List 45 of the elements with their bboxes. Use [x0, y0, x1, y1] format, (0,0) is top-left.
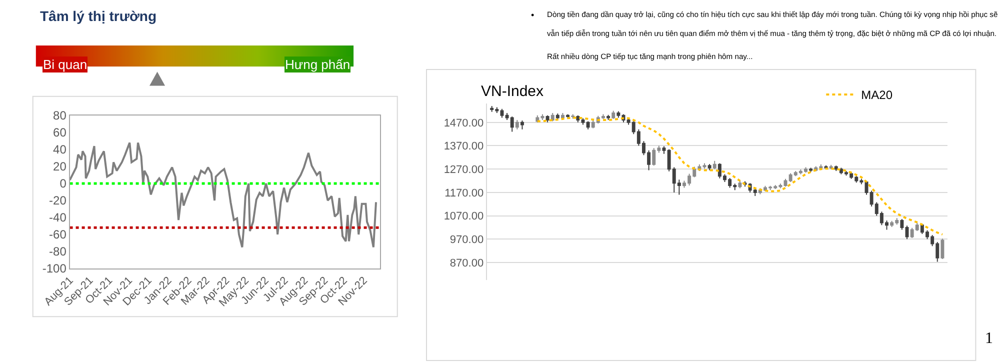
y-tick-label: 1070.00: [444, 210, 484, 223]
candlestick: [606, 114, 610, 121]
candlestick: [940, 238, 944, 260]
text: 1: [985, 330, 993, 347]
y-tick-label: 1370.00: [444, 140, 484, 153]
y-tick-label: -60: [49, 228, 67, 242]
y-tick-label: 80: [53, 108, 67, 123]
legend-label: MA20: [861, 88, 893, 102]
candlestick: [520, 120, 524, 130]
candlestick: [662, 146, 666, 154]
y-tick-label: 970.00: [450, 234, 484, 246]
y-tick-label: 1470.00: [444, 117, 484, 130]
y-tick-label: 40: [53, 142, 67, 157]
y-tick-label: -40: [49, 210, 67, 225]
y-tick-label: 60: [53, 126, 67, 140]
y-tick-label: 1170.00: [444, 187, 484, 200]
candlestick: [738, 180, 742, 189]
chart-title: Tâm lý thị trường: [40, 8, 157, 24]
line-series: [536, 116, 944, 236]
y-tick-label: -20: [49, 194, 67, 208]
candlestick: [702, 162, 706, 170]
line-series: [70, 142, 378, 248]
candlestick: [900, 218, 904, 230]
candlestick: [708, 163, 712, 171]
candlestick: [546, 114, 550, 123]
y-tick-label: -100: [42, 262, 67, 276]
chart-title: VN-Index: [481, 83, 544, 100]
y-tick-label: 20: [53, 160, 67, 174]
text: Hưng phấn: [285, 57, 350, 72]
y-tick-label: -80: [49, 244, 67, 259]
candlestick: [571, 114, 575, 120]
text: Bi quan: [43, 57, 88, 72]
text: •: [531, 10, 534, 20]
candlestick: [515, 120, 519, 130]
candlestick: [560, 112, 564, 120]
candlestick: [612, 110, 616, 120]
y-tick-label: 0: [60, 176, 67, 191]
candlestick: [834, 165, 838, 172]
candlestick: [712, 160, 716, 170]
candlestick: [905, 225, 909, 240]
y-tick-label: 1270.00: [444, 164, 484, 176]
y-tick-label: 870.00: [450, 257, 484, 270]
candlestick: [586, 120, 590, 130]
candlestick: [809, 167, 813, 172]
candlestick: [556, 113, 560, 120]
